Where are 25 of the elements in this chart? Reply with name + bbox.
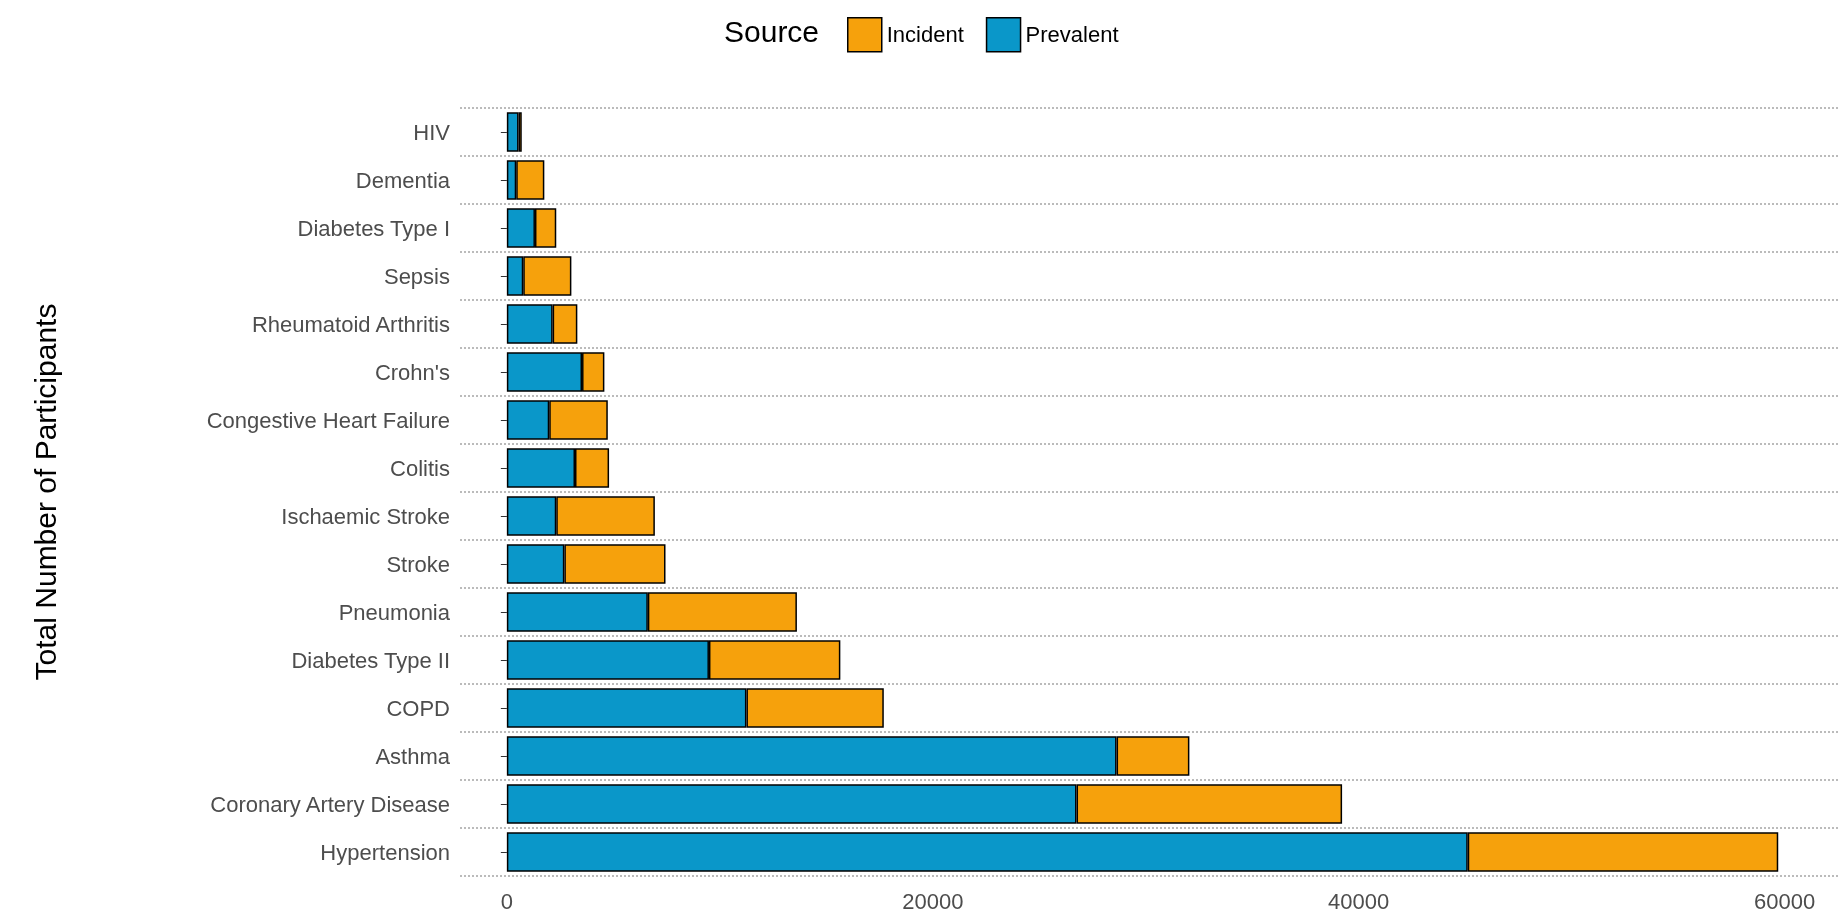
y-tick-label: Pneumonia [338, 599, 451, 625]
y-tick-label: Hypertension [320, 839, 450, 865]
x-tick-label: 20000 [902, 888, 964, 914]
y-tick-label: Diabetes Type II [291, 647, 450, 673]
x-tick-label: 60000 [1754, 888, 1816, 914]
y-tick-label: COPD [386, 695, 450, 721]
y-tick-label: Asthma [375, 743, 451, 769]
y-tick-label: Colitis [390, 455, 450, 481]
y-tick-label: Sepsis [383, 263, 450, 289]
y-tick-label: Dementia [355, 167, 451, 193]
x-tick-label: 0 [500, 888, 513, 914]
y-tick-label: Congestive Heart Failure [206, 407, 450, 433]
y-tick-label: Rheumatoid Arthritis [251, 311, 450, 337]
y-tick-label: Ischaemic Stroke [281, 503, 450, 529]
bar [506, 112, 519, 152]
y-tick-label: Diabetes Type I [297, 215, 450, 241]
y-tick-label: Coronary Artery Disease [210, 791, 450, 817]
y-tick-label: HIV [413, 119, 451, 145]
y-tick-label: Stroke [386, 551, 450, 577]
x-tick-label: 40000 [1328, 888, 1390, 914]
legend-label: Prevalent [1025, 22, 1119, 48]
y-axis-title: Total Number of Participants [28, 303, 62, 681]
legend-title: Source [724, 14, 820, 48]
y-tick-label: Crohn's [374, 359, 450, 385]
legend-label: Incident [886, 22, 964, 48]
